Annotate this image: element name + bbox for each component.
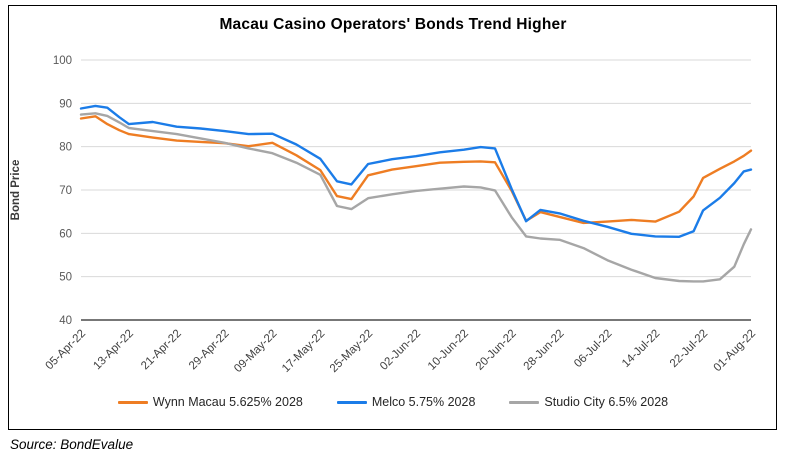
y-tick-label: 50 (59, 272, 72, 284)
chart-title: Macau Casino Operators' Bonds Trend High… (219, 16, 567, 33)
y-tick-label: 70 (59, 185, 72, 197)
x-tick-label: 01-Aug-22 (712, 328, 758, 374)
y-tick-label: 90 (59, 98, 72, 110)
x-tick-label: 29-Apr-22 (187, 328, 232, 373)
series-line (79, 112, 753, 283)
y-tick-label: 80 (59, 142, 72, 154)
legend-label: Studio City 6.5% 2028 (544, 395, 669, 409)
x-tick-label: 06-Jul-22 (572, 328, 614, 370)
legend-label: Melco 5.75% 2028 (371, 395, 476, 409)
series-line (79, 115, 753, 225)
y-tick-label: 100 (53, 55, 72, 67)
series-line (79, 104, 753, 239)
x-tick-label: 22-Jul-22 (668, 328, 710, 370)
x-tick-label: 13-Apr-22 (91, 328, 136, 373)
x-tick-label: 28-Jun-22 (522, 328, 567, 373)
chart-frame (8, 5, 777, 430)
legend-item: Melco 5.75% 2028 (336, 395, 476, 409)
legend-label: Wynn Macau 5.625% 2028 (152, 395, 303, 409)
x-tick-label: 20-Jun-22 (474, 328, 519, 373)
legend-swatch-icon (117, 400, 148, 404)
chart-legend: Wynn Macau 5.625% 2028 Melco 5.75% 2028 St… (0, 395, 786, 409)
x-tick-label: 10-Jun-22 (426, 328, 471, 373)
x-tick-label: 05-Apr-22 (43, 328, 88, 373)
y-tick-label: 60 (59, 228, 72, 240)
x-tick-label: 25-May-22 (328, 328, 375, 375)
legend-item: Studio City 6.5% 2028 (509, 395, 668, 409)
y-tick-label: 40 (59, 315, 72, 327)
x-tick-label: 21-Apr-22 (139, 328, 184, 373)
legend-swatch-icon (336, 400, 367, 404)
legend-item: Wynn Macau 5.625% 2028 (117, 395, 303, 409)
x-tick-label: 02-Jun-22 (378, 328, 423, 373)
x-tick-label: 09-May-22 (232, 328, 279, 375)
y-axis-title: Bond Price (10, 160, 22, 221)
x-tick-label: 17-May-22 (280, 328, 327, 375)
line-chart: 40 50 60 70 80 90 100 Bond Price 05-Apr-22 13-Apr… (10, 55, 758, 375)
source-caption: Source: BondEvalue (10, 437, 134, 452)
legend-swatch-icon (509, 400, 540, 404)
x-tick-label: 14-Jul-22 (620, 328, 662, 370)
